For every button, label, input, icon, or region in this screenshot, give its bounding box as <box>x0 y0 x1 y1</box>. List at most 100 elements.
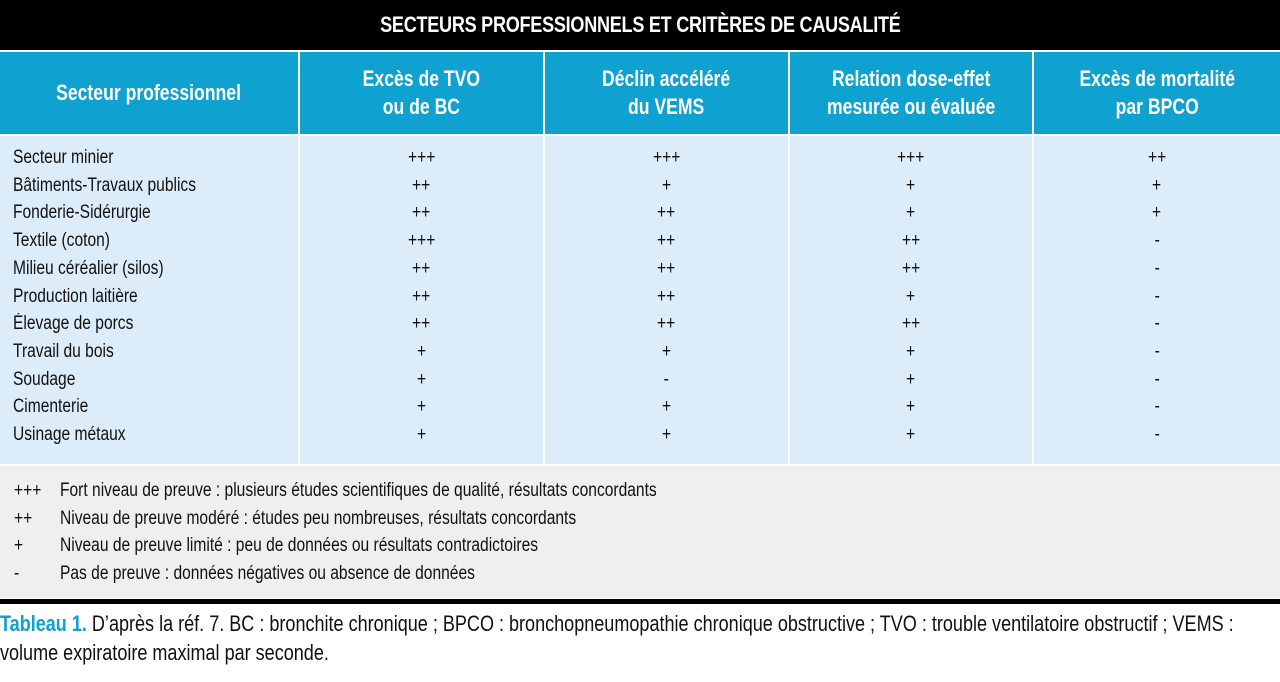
cell-text: ++ <box>657 202 676 224</box>
legend: +++ Fort niveau de preuve : plusieurs étu… <box>0 466 1280 598</box>
column-body <box>0 136 298 464</box>
legend-symbol: +++ <box>14 477 47 505</box>
legend-description: Pas de preuve : données négatives ou abs… <box>60 560 566 588</box>
cell-text: - <box>1154 340 1160 362</box>
evidence-level: ++ <box>300 255 543 283</box>
evidence-level: +++ <box>545 144 788 172</box>
evidence-level: - <box>1034 227 1280 255</box>
caption: Tableau 1. D’après la réf. 7. BC : bronc… <box>0 609 1255 667</box>
cell-text: ++ <box>657 230 676 252</box>
cell-text: + <box>906 424 916 445</box>
cell-text: ++ <box>412 202 431 224</box>
sector-name: Soudage <box>13 366 89 394</box>
column-header: Déclin accéléré du VEMS <box>545 52 788 134</box>
evidence-level: ++ <box>300 172 543 200</box>
legend-symbol-text: + <box>14 535 24 556</box>
cell-text: + <box>906 396 916 418</box>
cell-text: - <box>1154 424 1160 445</box>
legend-description-text: Niveau de preuve modéré : études peu nom… <box>60 507 577 529</box>
cell-text: Travail du bois <box>13 340 114 362</box>
cell-text: +++ <box>652 147 681 168</box>
evidence-level: + <box>545 172 788 200</box>
evidence-level: - <box>1034 421 1280 449</box>
evidence-level: + <box>790 283 1032 311</box>
column-header-label: Déclin accéléré du VEMS <box>602 66 731 119</box>
evidence-level: ++ <box>1034 144 1280 172</box>
sector-name: Secteur minier <box>13 144 136 172</box>
evidence-level: ++ <box>545 310 788 338</box>
column-body <box>1034 136 1280 464</box>
column-header: Excès de mortalité par BPCO <box>1034 52 1280 134</box>
cell-text: Secteur minier <box>13 147 114 168</box>
evidence-level: + <box>300 366 543 394</box>
cell-text: + <box>1152 202 1162 224</box>
sector-name: Production laitière <box>13 283 165 311</box>
evidence-level: - <box>545 366 788 394</box>
evidence-level: ++ <box>300 310 543 338</box>
cell-text: + <box>661 174 672 196</box>
column-body <box>790 136 1032 464</box>
legend-symbol: - <box>14 560 20 588</box>
cell-text: +++ <box>407 147 436 168</box>
cell-text: + <box>416 340 427 362</box>
column-body <box>300 136 543 464</box>
cell-text: ++ <box>657 313 676 335</box>
cell-text: Soudage <box>13 368 76 390</box>
cell-text: - <box>1154 230 1160 252</box>
column-header: Secteur professionnel <box>0 52 298 134</box>
evidence-level: + <box>300 393 543 421</box>
sector-name: Cimenterie <box>13 393 105 421</box>
cell-text: + <box>906 202 916 224</box>
evidence-level: + <box>300 338 543 366</box>
evidence-level: +++ <box>790 144 1032 172</box>
cell-text: + <box>906 285 916 307</box>
caption-label: Tableau 1. <box>0 611 87 636</box>
column-header-label: Excès de TVO ou de BC <box>362 66 481 119</box>
evidence-level: + <box>1034 199 1280 227</box>
evidence-level: ++ <box>545 283 788 311</box>
cell-text: + <box>416 424 427 445</box>
cell-text: Fonderie-Sidérurgie <box>13 202 151 224</box>
legend-description: Fort niveau de preuve : plusieurs études… <box>60 477 788 505</box>
sector-name: Travail du bois <box>13 338 136 366</box>
column-header-label: Relation dose-effet mesurée ou évaluée <box>826 66 996 119</box>
cell-text: - <box>1154 313 1160 335</box>
evidence-level: - <box>1034 310 1280 338</box>
cell-text: + <box>416 396 427 418</box>
cell-text: - <box>1154 257 1160 279</box>
cell-text: Bâtiments-Travaux publics <box>13 174 197 196</box>
evidence-level: - <box>1034 255 1280 283</box>
column-header: Excès de TVO ou de BC <box>300 52 543 134</box>
cell-text: + <box>906 174 916 196</box>
legend-description-text: Niveau de preuve limité : peu de données… <box>60 535 539 556</box>
cell-text: +++ <box>407 230 436 252</box>
cell-text: Textile (coton) <box>13 230 110 252</box>
cell-text: - <box>1154 396 1160 418</box>
cell-text: Usinage métaux <box>13 424 126 445</box>
cell-text: ++ <box>412 257 431 279</box>
legend-description: Niveau de preuve modéré : études peu nom… <box>60 505 689 533</box>
legend-symbol: ++ <box>14 505 36 533</box>
legend-description-text: Fort niveau de preuve : plusieurs études… <box>60 480 657 501</box>
evidence-level: + <box>790 393 1032 421</box>
evidence-level: ++ <box>790 227 1032 255</box>
sector-name: Usinage métaux <box>13 421 150 449</box>
cell-text: + <box>906 340 916 362</box>
cell-text: ++ <box>901 313 921 335</box>
sector-name: Milieu céréalier (silos) <box>13 255 197 283</box>
evidence-level: + <box>790 338 1032 366</box>
caption-text: D’après la réf. 7. BC : bronchite chroni… <box>0 611 1234 665</box>
cell-text: Cimenterie <box>13 396 89 418</box>
evidence-level: +++ <box>300 144 543 172</box>
evidence-level: - <box>1034 393 1280 421</box>
cell-text: + <box>661 424 672 445</box>
cell-text: - <box>1154 285 1160 307</box>
table-title: SECTEURS PROFESSIONNELS ET CRITÈRES DE C… <box>0 0 1280 50</box>
cell-text: + <box>906 368 916 390</box>
legend-description: Niveau de preuve limité : peu de données… <box>60 532 643 560</box>
cell-text: ++ <box>1147 147 1167 168</box>
cell-text: Milieu céréalier (silos) <box>13 257 164 279</box>
divider <box>0 599 1280 604</box>
legend-symbol-text: ++ <box>14 507 33 529</box>
column-header-label: Excès de mortalité par BPCO <box>1079 66 1235 119</box>
